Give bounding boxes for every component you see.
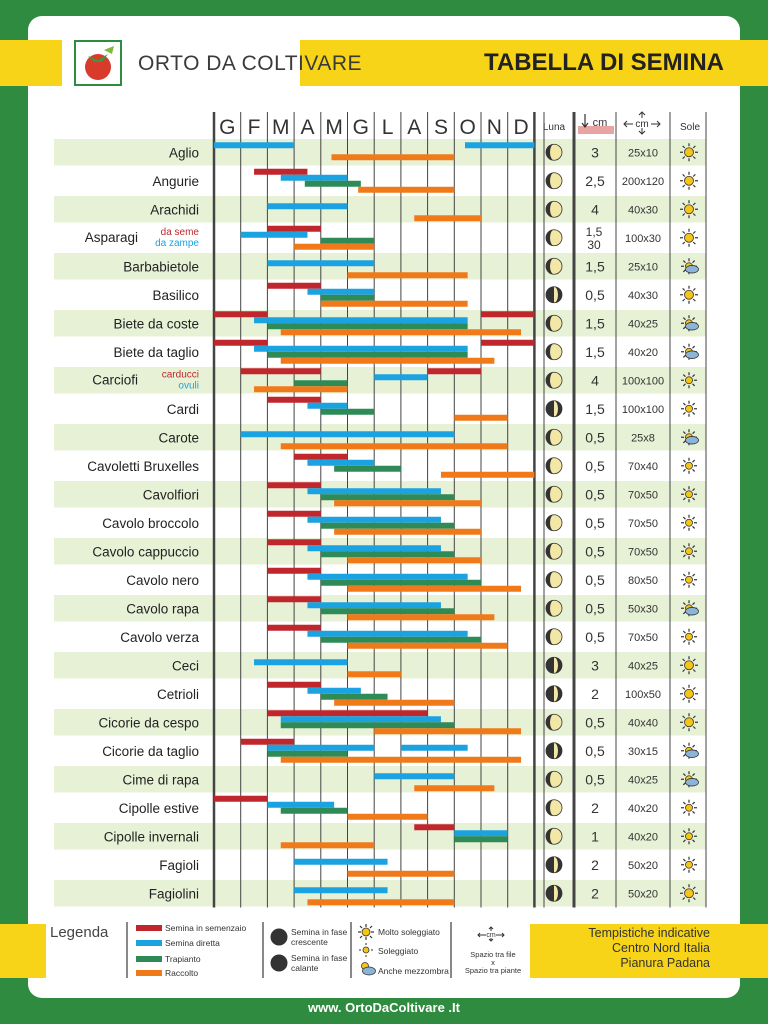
legend-raccolto: Raccolto	[165, 968, 199, 978]
page-title: TABELLA DI SEMINA	[484, 49, 724, 76]
legend-swatch-diretta	[136, 940, 162, 946]
legend-moon-crescente: Semina in fase crescente	[291, 927, 348, 947]
info-box: Tempistiche indicative Centro Nord Itali…	[538, 926, 710, 971]
legend-moon-calante: Semina in fase calante	[291, 953, 348, 973]
sun-cloud-icon	[361, 962, 376, 976]
sun-strong-icon	[358, 924, 374, 940]
legend-diretta: Semina diretta	[165, 938, 220, 948]
legend-swatch-semenzaio	[136, 925, 162, 931]
sun-icon	[359, 943, 373, 957]
info-line3: Pianura Padana	[620, 956, 710, 970]
info-line2: Centro Nord Italia	[612, 941, 710, 955]
legend-divider	[262, 922, 264, 978]
legend-spacing-x: x	[491, 958, 495, 967]
legend-molto: Molto soleggiato	[378, 927, 440, 937]
legend-trapianto: Trapianto	[165, 954, 201, 964]
legend-semenzaio: Semina in semenzaio	[165, 923, 247, 933]
tomato-logo-icon	[74, 40, 122, 86]
footer-url[interactable]: www. OrtoDaColtivare .It	[308, 1000, 460, 1015]
moon-crescente-icon	[270, 928, 288, 946]
legend-divider	[126, 922, 128, 978]
spacing-arrows-icon: cm	[477, 926, 505, 942]
legend-divider	[350, 922, 352, 978]
legend-spacing-line1: Spazio tra file	[470, 950, 516, 959]
legend-spacing-cm: cm	[486, 932, 496, 939]
legend-divider	[450, 922, 452, 978]
legend-sole: Soleggiato	[378, 946, 419, 956]
legend-mezzombra: Anche mezzombra	[378, 966, 449, 976]
legend-swatch-trapianto	[136, 956, 162, 962]
chart-card	[28, 16, 740, 998]
info-line1: Tempistiche indicative	[588, 926, 710, 940]
legend-box	[46, 920, 530, 982]
legend-title: Legenda	[50, 924, 109, 941]
moon-calante-icon	[270, 954, 288, 972]
legend-spacing-line3: Spazio tra piante	[464, 966, 522, 975]
legend-swatch-raccolto	[136, 970, 162, 976]
legend-spacing: Spazio tra file x Spazio tra piante	[462, 951, 524, 975]
brand-name: ORTO DA COLTIVARE	[138, 52, 362, 75]
